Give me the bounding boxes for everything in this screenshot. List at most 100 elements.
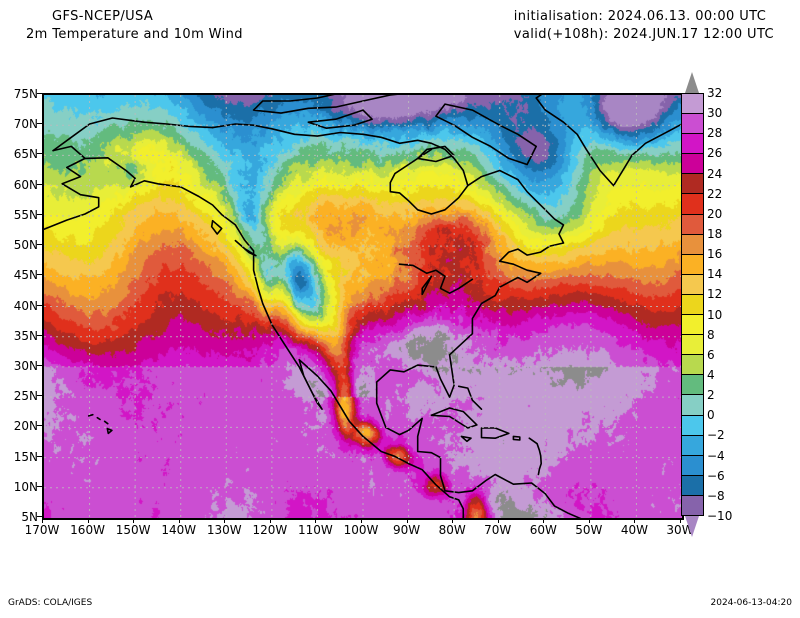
colorbar-tick-label: 12 (707, 287, 723, 302)
colorbar-swatch (682, 214, 703, 235)
latitude-tick-mark (37, 274, 42, 276)
grads-credit: GrADS: COLA/IGES (8, 598, 93, 608)
colorbar-above-max-arrow-icon (685, 72, 699, 93)
colorbar-swatch (682, 94, 703, 115)
longitude-tick-mark (497, 518, 499, 523)
colorbar (681, 72, 704, 537)
temperature-heatmap (44, 95, 682, 518)
colorbar-below-min-arrow-icon (685, 516, 699, 537)
latitude-tick-mark (37, 455, 42, 457)
longitude-tick-label: 160W (70, 523, 105, 537)
longitude-tick-mark (680, 518, 681, 523)
colorbar-tick-label: −4 (707, 448, 725, 463)
longitude-tick-mark (133, 518, 135, 523)
longitude-tick-label: 140W (161, 523, 197, 537)
colorbar-swatch (682, 114, 703, 135)
longitude-tick-label: 150W (115, 523, 151, 537)
latitude-tick-mark (37, 244, 42, 246)
colorbar-tick-label: −8 (707, 488, 725, 503)
longitude-tick-label: 100W (343, 523, 379, 537)
colorbar-tick-label: 18 (707, 227, 723, 241)
map-plot-frame (42, 93, 684, 520)
colorbar-tick-label: 0 (707, 408, 715, 423)
latitude-tick-label: 35N (13, 328, 38, 343)
colorbar-swatch (682, 294, 703, 316)
colorbar-swatch (682, 375, 703, 396)
longitude-tick-label: 80W (438, 523, 466, 537)
colorbar-tick-label: 22 (707, 186, 723, 201)
longitude-tick-mark (588, 518, 590, 523)
colorbar-swatch (682, 435, 703, 456)
latitude-tick-label: 25N (13, 389, 38, 404)
colorbar-tick-label: 8 (707, 327, 715, 342)
colorbar-tick-label: 32 (707, 86, 723, 100)
latitude-tick-mark (37, 93, 42, 94)
header-right: initialisation: 2024.06.13. 00:00 UTC va… (514, 8, 774, 44)
latitude-tick-label: 10N (13, 479, 38, 494)
latitude-tick-mark (37, 213, 42, 215)
longitude-tick-mark (361, 518, 362, 523)
latitude-tick-mark (37, 123, 42, 125)
colorbar-tick-label: 30 (707, 106, 723, 121)
colorbar-swatch (682, 455, 703, 476)
longitude-tick-mark (178, 518, 180, 523)
longitude-tick-label: 40W (620, 523, 648, 537)
colorbar-swatch (682, 355, 703, 376)
colorbar-swatch (682, 154, 703, 175)
latitude-tick-label: 5N (21, 510, 38, 524)
field-title: 2m Temperature and 10m Wind (26, 27, 243, 42)
latitude-tick-mark (37, 183, 42, 185)
header-left: GFS-NCEP/USA 2m Temperature and 10m Wind (0, 8, 390, 44)
longitude-tick-mark (315, 518, 317, 523)
latitude-tick-mark (37, 516, 42, 517)
colorbar-swatch (682, 335, 703, 356)
generation-timestamp: 2024-06-13-04:20 (710, 598, 793, 608)
colorbar-tick-label: 4 (707, 368, 715, 382)
colorbar-tick-label: −10 (707, 509, 733, 523)
latitude-tick-mark (37, 364, 42, 366)
latitude-tick-label: 40N (13, 298, 38, 313)
longitude-tick-mark (634, 518, 636, 523)
colorbar-swatch (682, 495, 703, 515)
colorbar-swatch (682, 274, 703, 295)
colorbar-swatch (682, 415, 703, 436)
colorbar-tick-label: −6 (707, 468, 725, 483)
colorbar-swatch (682, 315, 703, 336)
longitude-tick-mark (42, 518, 43, 523)
latitude-tick-mark (37, 334, 42, 336)
longitude-tick-mark (452, 518, 454, 523)
longitude-tick-mark (87, 518, 89, 523)
longitude-tick-mark (269, 518, 271, 523)
colorbar-swatch (682, 194, 703, 215)
colorbar-swatch (682, 475, 703, 496)
colorbar-tick-label: 24 (707, 166, 723, 181)
latitude-tick-label: 20N (13, 419, 38, 434)
colorbar-tick-label: 16 (707, 247, 723, 262)
latitude-tick-mark (37, 395, 42, 397)
colorbar-tick-label: 20 (707, 206, 723, 221)
colorbar-tick-label: 2 (707, 388, 715, 403)
longitude-tick-label: 170W (24, 523, 60, 537)
latitude-tick-mark (37, 485, 42, 487)
colorbar-swatch (682, 395, 703, 416)
colorbar-swatch (682, 174, 703, 195)
longitude-tick-label: 60W (529, 523, 557, 537)
colorbar-swatch (682, 234, 703, 255)
colorbar-tick-label: −2 (707, 428, 725, 443)
longitude-tick-mark (406, 518, 408, 523)
colorbar-tick-label: 28 (707, 126, 723, 141)
colorbar-swatch (682, 134, 703, 155)
latitude-tick-mark (37, 153, 42, 155)
colorbar-swatch (682, 254, 703, 275)
colorbar-tick-label: 14 (707, 267, 723, 282)
colorbar-tick-label: 10 (707, 307, 723, 322)
latitude-tick-label: 70N (13, 117, 38, 132)
latitude-tick-label: 55N (13, 207, 38, 222)
latitude-tick-label: 75N (13, 87, 38, 101)
longitude-tick-label: 110W (298, 523, 333, 537)
longitude-tick-mark (543, 518, 545, 523)
latitude-tick-label: 50N (13, 238, 38, 253)
colorbar-tick-label: 6 (707, 347, 715, 362)
longitude-tick-label: 70W (484, 523, 512, 537)
